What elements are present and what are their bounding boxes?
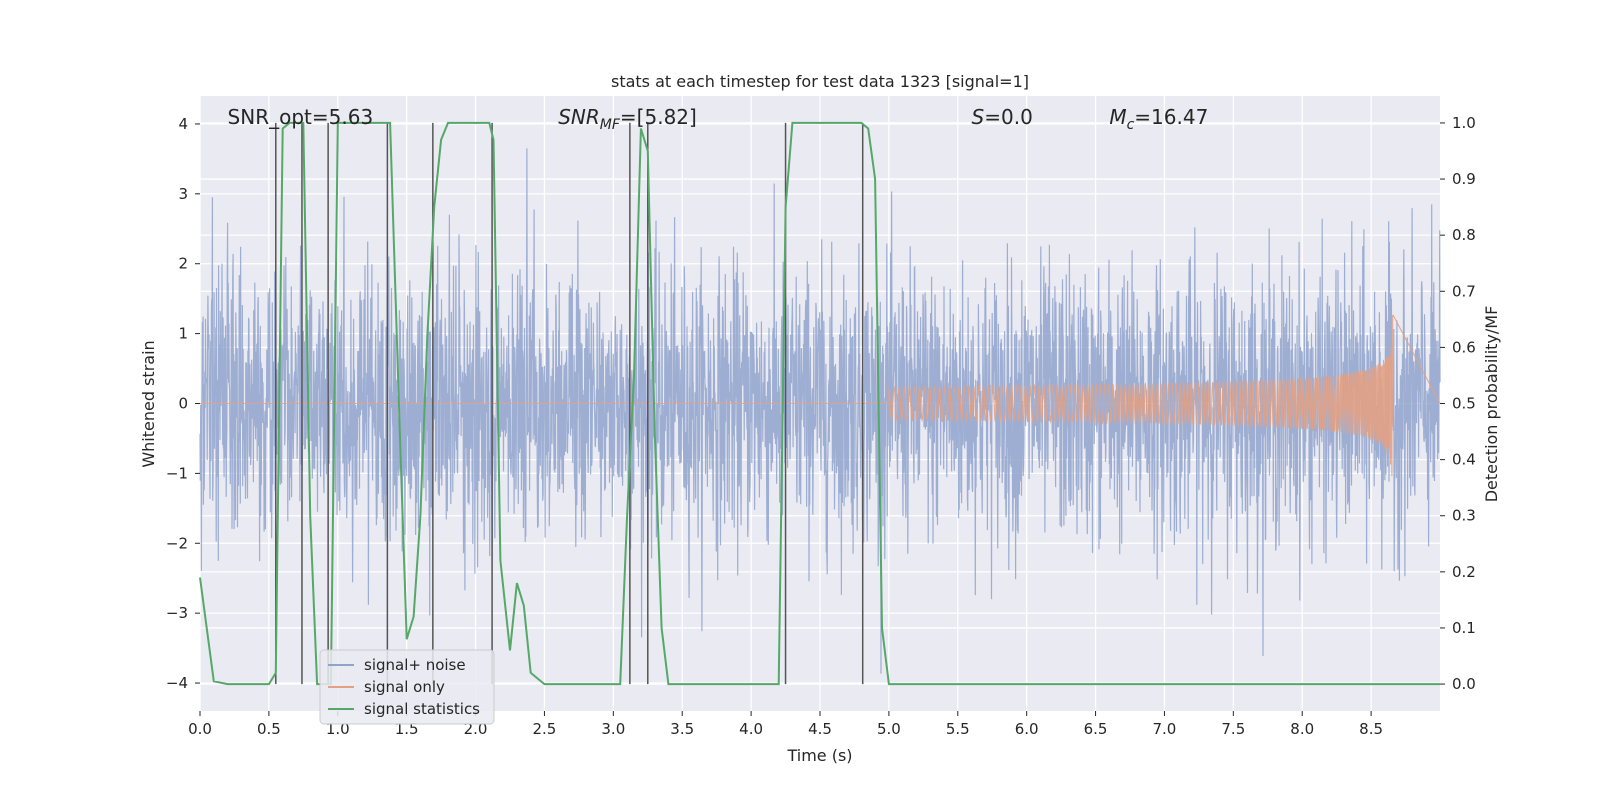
x-tick-label: 4.5: [808, 720, 832, 738]
x-tick-label: 6.0: [1015, 720, 1039, 738]
chart-title: stats at each timestep for test data 132…: [611, 72, 1029, 91]
y2-tick-label: 0.4: [1452, 451, 1476, 469]
y2-tick-label: 1.0: [1452, 114, 1476, 132]
x-tick-label: 5.5: [946, 720, 970, 738]
y-axis-right: 0.0 0.1 0.2 0.3 0.4 0.5 0.6 0.7 0.8 0.9 1.0: [1440, 114, 1476, 693]
y-tick-label: 3: [178, 185, 188, 203]
y-tick-label: −2: [166, 534, 188, 552]
x-tick-label: 8.0: [1290, 720, 1314, 738]
x-tick-label: 0.5: [257, 720, 281, 738]
y-axis-label: Whitened strain: [139, 340, 158, 467]
y2-tick-label: 0.2: [1452, 563, 1476, 581]
y-tick-label: 1: [178, 325, 188, 343]
y2-tick-label: 0.1: [1452, 619, 1476, 637]
y2-tick-label: 0.3: [1452, 507, 1476, 525]
y-tick-label: −3: [166, 604, 188, 622]
y2-tick-label: 0.0: [1452, 675, 1476, 693]
x-tick-label: 8.5: [1359, 720, 1383, 738]
annotation: SNR_opt=5.63: [228, 105, 374, 129]
legend-box: [319, 649, 495, 725]
y2-tick-label: 0.9: [1452, 170, 1476, 188]
y-tick-label: 2: [178, 255, 188, 273]
y-tick-label: 4: [178, 115, 188, 133]
y2-tick-label: 0.8: [1452, 226, 1476, 244]
y-tick-label: 0: [178, 395, 188, 413]
annotations: SNR_opt=5.63 SNRMF=[5.82] S=0.0 Mc=16.47: [228, 105, 1209, 133]
legend: signal+ noise signal only signal statistic…: [319, 649, 495, 725]
x-tick-label: 7.5: [1221, 720, 1245, 738]
x-axis-label: Time (s): [786, 746, 852, 765]
y-tick-label: −4: [166, 674, 188, 692]
annotation: Mc=16.47: [1109, 105, 1208, 133]
statistics-line: [199, 121, 1440, 686]
annotation: S=0.0: [972, 105, 1033, 129]
x-tick-label: 0.0: [188, 720, 212, 738]
series-signal-noise: [199, 148, 1441, 674]
y2-tick-label: 0.5: [1452, 395, 1476, 413]
legend-entry: signal only: [364, 678, 445, 696]
legend-entry: signal statistics: [364, 700, 480, 718]
y2-tick-label: 0.6: [1452, 338, 1476, 356]
x-tick-label: 3.0: [601, 720, 625, 738]
series-signal-only: [200, 314, 1441, 477]
y2-tick-label: 0.7: [1452, 282, 1476, 300]
x-tick-label: 7.0: [1153, 720, 1177, 738]
x-tick-label: 2.5: [533, 720, 557, 738]
x-tick-label: 4.0: [739, 720, 763, 738]
x-tick-label: 5.0: [877, 720, 901, 738]
series-signal-statistics: [199, 121, 1440, 686]
x-tick-label: 6.5: [1084, 720, 1108, 738]
annotation: SNRMF=[5.82]: [558, 105, 697, 133]
noise-line: [199, 148, 1441, 674]
legend-entry: signal+ noise: [364, 656, 466, 674]
y-tick-label: −1: [166, 464, 188, 482]
y-axis-left: −4 −3 −2 −1 0 1 2 3 4: [166, 115, 200, 692]
y2-axis-label: Detection probability/MF: [1482, 306, 1501, 503]
chirp-line: [200, 314, 1441, 477]
vertical-markers: [275, 122, 864, 685]
x-tick-label: 3.5: [670, 720, 694, 738]
